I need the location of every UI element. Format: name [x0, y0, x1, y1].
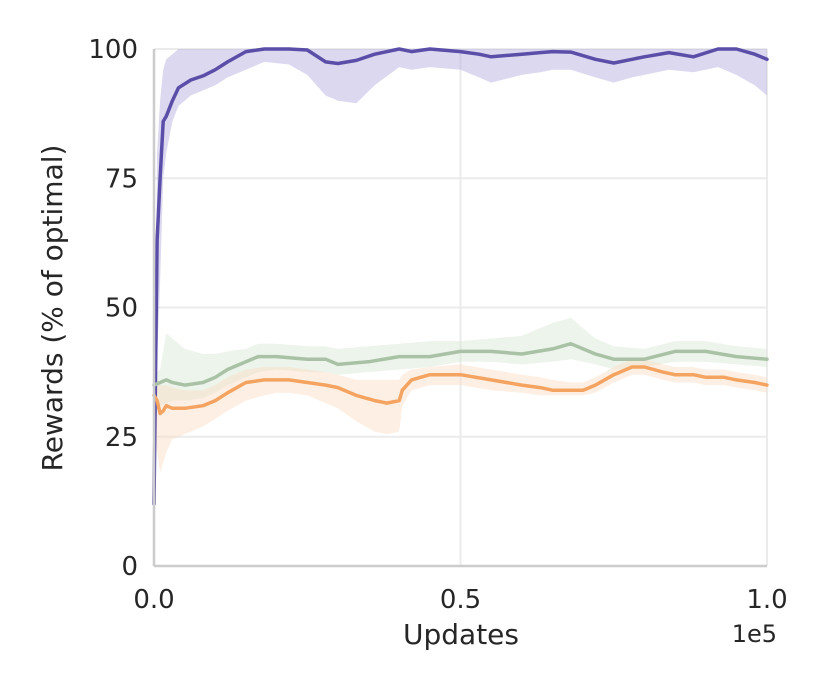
y-tick-label: 100: [88, 35, 138, 65]
y-tick-labels: 0 25 50 75 100: [88, 35, 138, 582]
y-tick-label: 50: [105, 294, 138, 324]
axes: [152, 49, 767, 568]
x-tick-labels: 0.0 0.5 1.0: [133, 585, 787, 615]
series-lines: [152, 47, 769, 506]
series-1-line: [152, 341, 769, 387]
x-tick-label: 1.0: [746, 585, 787, 615]
x-tick-label: 0.5: [440, 585, 481, 615]
series-2-line: [152, 365, 769, 416]
grid-lines: [154, 48, 768, 566]
series-1-band: [154, 317, 767, 406]
y-axis-label: Rewards (% of optimal): [36, 145, 69, 472]
y-tick-label: 75: [105, 164, 138, 194]
x-axis-label: Updates: [403, 618, 519, 651]
y-tick-label: 25: [105, 423, 138, 453]
x-tick-label: 0.0: [133, 585, 174, 615]
series-0-line: [152, 47, 769, 506]
confidence-bands: [154, 49, 767, 515]
y-tick-label: 0: [121, 552, 138, 582]
x-axis-offset-label: 1e5: [732, 620, 777, 648]
series-2-band: [154, 359, 767, 473]
